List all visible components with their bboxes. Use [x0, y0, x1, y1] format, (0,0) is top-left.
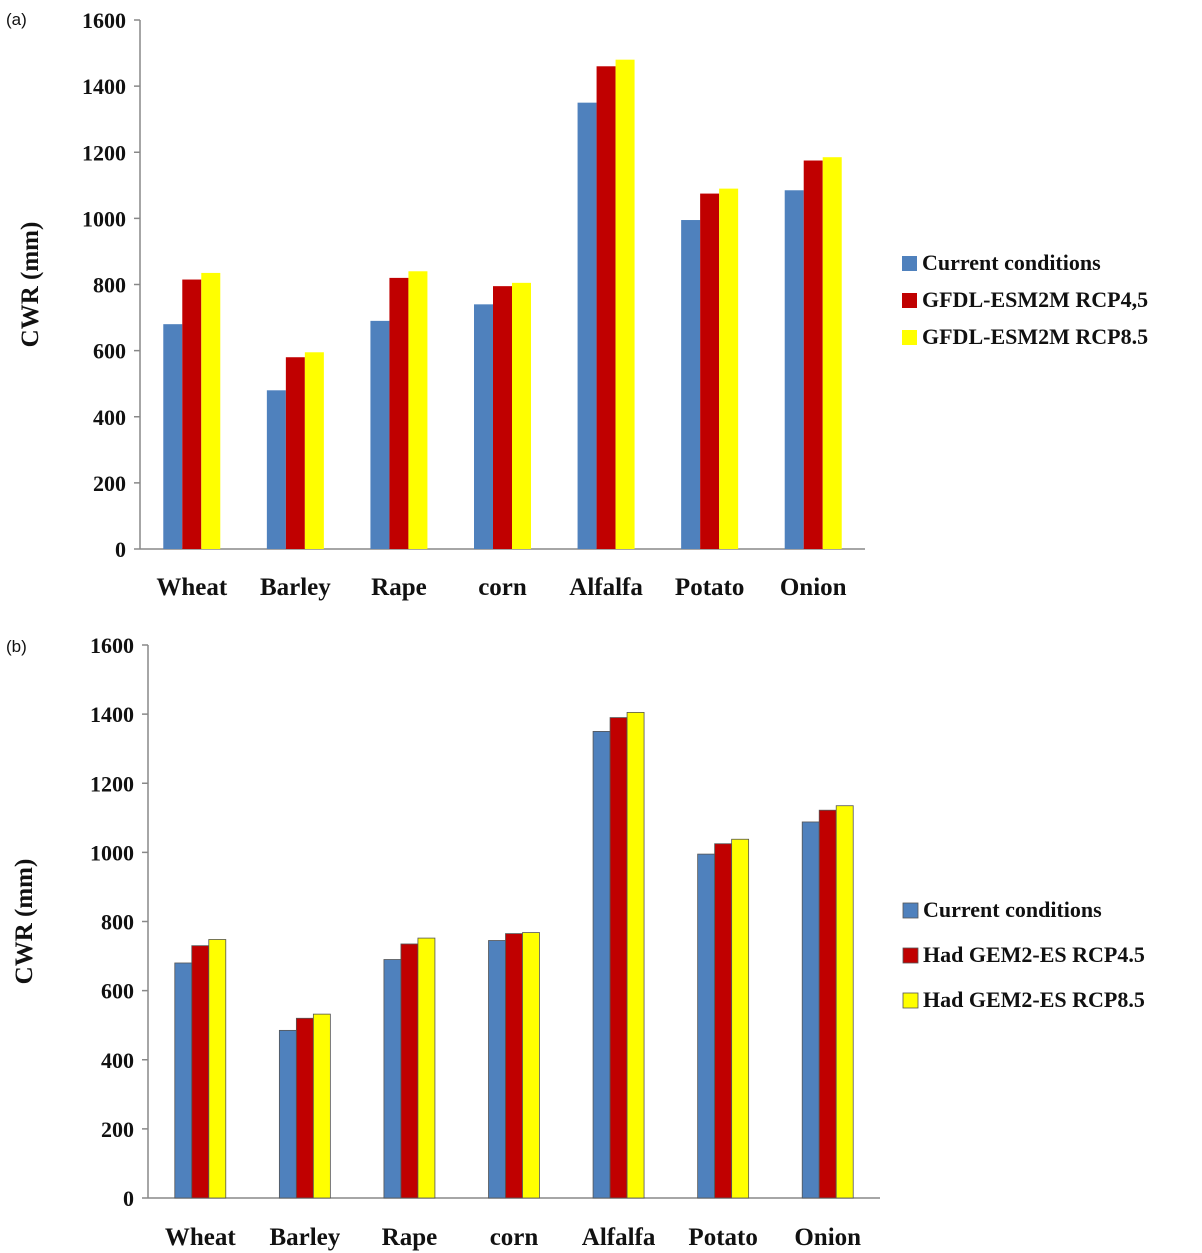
- bar: [731, 838, 750, 1199]
- x-tick-label: Onion: [794, 1224, 861, 1251]
- bar: [700, 193, 720, 549]
- y-tick-label: 1600: [82, 8, 126, 33]
- bar: [803, 160, 823, 549]
- plot-area: 0 200 400 600 800 1000 1200 1400 1600 CWR (mm) Whe…: [11, 633, 880, 1251]
- legend: Current conditions Had GEM2-ES RCP4.5 Had …: [902, 897, 1145, 1012]
- y-tick-label: 1200: [90, 771, 134, 796]
- legend: Current conditions GFDL-ESM2M RCP4,5 GFDL-…: [902, 250, 1148, 349]
- x-tick-label: Alfalfa: [582, 1224, 656, 1251]
- bar: [719, 188, 739, 549]
- bar: [400, 943, 419, 1199]
- chart-panel-b: (b) 0 200 400 600 800 1000 1200 1400 1600 CWR (mm…: [0, 625, 1202, 1253]
- y-tick-label: 600: [93, 339, 126, 364]
- x-tick-label: Potato: [675, 574, 744, 601]
- x-tick-label: Alfalfa: [569, 574, 643, 601]
- bar: [505, 933, 523, 1199]
- legend-swatch: [902, 947, 919, 964]
- y-tick-label: 600: [101, 979, 134, 1004]
- bar: [822, 157, 842, 549]
- x-tick-label: Rape: [382, 1224, 438, 1251]
- bar: [681, 220, 701, 549]
- bar: [784, 190, 804, 549]
- bar: [182, 279, 202, 549]
- bar: [835, 805, 854, 1199]
- panel-label-b: (b): [6, 637, 27, 656]
- bar: [285, 357, 305, 549]
- x-tick-label: Potato: [688, 1224, 757, 1251]
- x-tick-label: Barley: [269, 1224, 340, 1251]
- bar: [417, 937, 436, 1199]
- bar: [488, 940, 506, 1199]
- y-tick-label: 800: [93, 273, 126, 298]
- y-tick-label: 0: [115, 537, 126, 562]
- y-tick-label: 1400: [90, 702, 134, 727]
- x-tick-label: Rape: [371, 574, 427, 601]
- bar: [208, 939, 227, 1199]
- plot-area: 0 200 400 600 800 1000 1200 1400 1600 CWR (mm) Whe…: [17, 8, 865, 601]
- bar: [408, 271, 428, 549]
- bar: [697, 853, 716, 1199]
- bar: [370, 320, 390, 549]
- bar: [818, 809, 837, 1199]
- y-tick-label: 1000: [90, 840, 134, 865]
- bar: [522, 932, 540, 1199]
- bar: [312, 1013, 331, 1199]
- bar: [295, 1017, 314, 1199]
- legend-label: GFDL-ESM2M RCP4,5: [922, 287, 1148, 312]
- y-tick-label: 400: [93, 405, 126, 430]
- legend-swatch: [902, 902, 919, 919]
- bar: [626, 711, 645, 1199]
- x-tick-label: corn: [490, 1224, 539, 1251]
- y-tick-label: 0: [123, 1186, 134, 1211]
- x-tick-label: Wheat: [165, 1224, 237, 1251]
- y-axis-title: CWR (mm): [17, 222, 44, 348]
- legend-label: Had GEM2-ES RCP4.5: [923, 942, 1145, 967]
- y-tick-label: 400: [101, 1048, 134, 1073]
- legend-label: Current conditions: [922, 250, 1101, 275]
- bar: [163, 324, 183, 549]
- legend-label: GFDL-ESM2M RCP8.5: [922, 324, 1148, 349]
- x-tick-label: Barley: [260, 574, 331, 601]
- x-tick-label: corn: [478, 574, 527, 601]
- bar-chart-a: 0 200 400 600 800 1000 1200 1400 1600 CWR (mm) Whe…: [17, 8, 1148, 601]
- bar: [191, 945, 210, 1199]
- bar: [592, 731, 611, 1199]
- legend-label: Had GEM2-ES RCP8.5: [923, 987, 1145, 1012]
- bar: [512, 282, 531, 549]
- bar: [174, 962, 193, 1199]
- legend-label: Current conditions: [923, 897, 1102, 922]
- y-tick-label: 200: [101, 1117, 134, 1142]
- y-tick-label: 1400: [82, 74, 126, 99]
- legend-swatch: [902, 293, 917, 308]
- y-tick-label: 800: [101, 910, 134, 935]
- legend-swatch: [902, 330, 917, 345]
- bar: [474, 304, 493, 549]
- chart-panel-a: (a) 0 200 400 600 800 1000 1200 1400 1600 CWR (mm…: [0, 0, 1202, 615]
- y-tick-label: 1000: [82, 206, 126, 231]
- bar: [383, 959, 402, 1199]
- bar: [714, 843, 733, 1199]
- y-tick-label: 1200: [82, 140, 126, 165]
- bar: [493, 286, 512, 549]
- bar-chart-b: 0 200 400 600 800 1000 1200 1400 1600 CWR (mm) Whe…: [11, 633, 1145, 1251]
- y-axis-title: CWR (mm): [11, 859, 38, 985]
- bar: [304, 352, 324, 549]
- bar: [389, 277, 409, 549]
- y-tick-label: 1600: [90, 633, 134, 658]
- bar: [615, 59, 635, 550]
- x-tick-label: Wheat: [156, 574, 228, 601]
- bar: [577, 102, 597, 549]
- x-tick-label: Onion: [780, 574, 847, 601]
- bar: [596, 66, 616, 549]
- panel-label-a: (a): [6, 10, 27, 29]
- legend-swatch: [902, 256, 917, 271]
- bar: [609, 717, 628, 1199]
- y-tick-label: 200: [93, 471, 126, 496]
- bar: [278, 1029, 297, 1199]
- bar: [201, 272, 221, 549]
- bar: [266, 390, 286, 549]
- legend-swatch: [902, 992, 919, 1009]
- bar: [801, 821, 820, 1199]
